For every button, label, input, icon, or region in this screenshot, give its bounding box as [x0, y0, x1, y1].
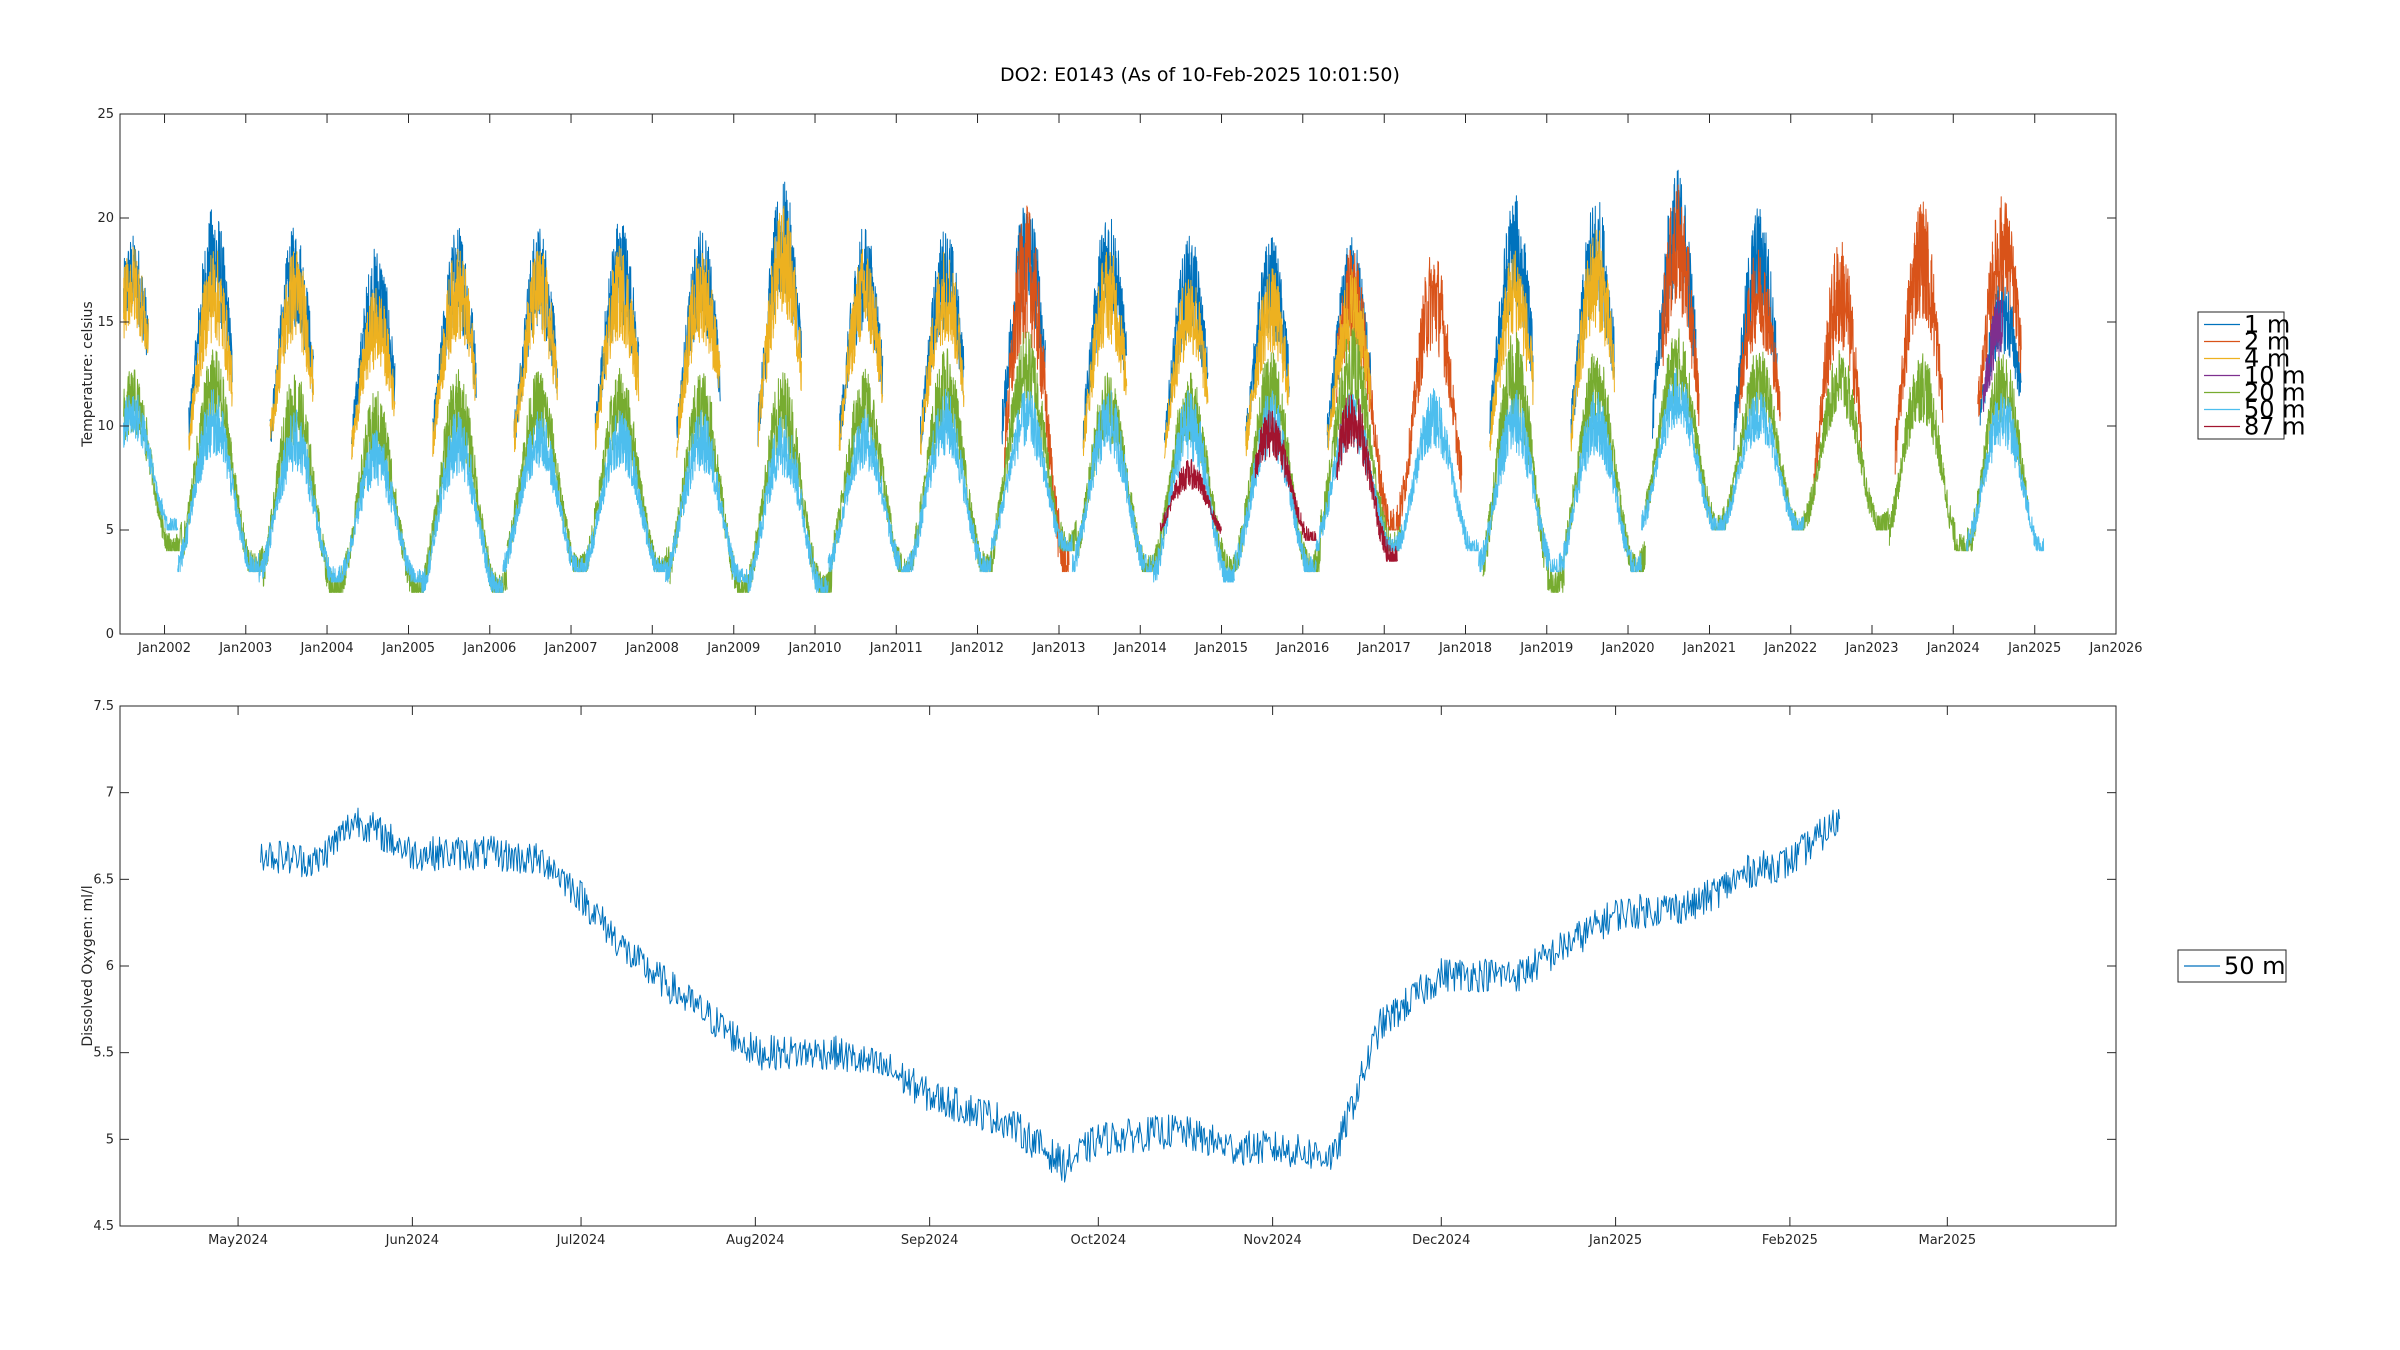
x-tick-label: Jan2010: [787, 641, 841, 656]
y-tick-label: 4.5: [93, 1219, 114, 1234]
x-tick-label: Jan2020: [1600, 641, 1654, 656]
y-tick-label: 5.5: [93, 1046, 114, 1061]
y-tick-label: 20: [97, 211, 114, 226]
x-tick-label: Jan2008: [625, 641, 679, 656]
x-tick-label: Jun2024: [385, 1233, 439, 1248]
legend: 50 m: [2177, 949, 2287, 983]
x-tick-label: Dec2024: [1412, 1233, 1470, 1248]
legend-label: 87 m: [2244, 413, 2306, 441]
y-tick-label: 5: [106, 523, 114, 538]
x-tick-label: May2024: [208, 1233, 268, 1248]
temperature-axes: 0 5 10 15 20 25 Jan2002 Jan2003 Jan2004 Jan2005 Ja…: [80, 107, 2306, 656]
y-tick-label: 10: [97, 419, 114, 434]
x-tick-label: Jan2009: [706, 641, 760, 656]
plot-area: [260, 807, 1841, 1183]
series-line-10m: [1982, 297, 2004, 412]
x-tick-label: Jan2019: [1519, 641, 1573, 656]
x-tick-label: Jan2025: [1588, 1233, 1642, 1248]
legend-label: 20 m: [2244, 379, 2306, 407]
x-tick-label: Jan2016: [1275, 641, 1329, 656]
x-tick-label: Jan2018: [1438, 641, 1492, 656]
plot-area: [123, 169, 2045, 593]
y-axis-label: Dissolved Oxygen: ml/l: [80, 885, 96, 1046]
series-line-50m: [123, 368, 2045, 593]
x-tick-label: Jan2023: [1844, 641, 1898, 656]
y-tick-label: 6.5: [93, 872, 114, 887]
oxygen-axes: 4.5 5 5.5 6 6.5 7 7.5 May2024 Jun2024 Jul2024 Aug2…: [80, 699, 2287, 1248]
legend-label: 50 m: [2244, 396, 2306, 424]
x-tick-label: Jan2013: [1031, 641, 1085, 656]
legend-label: 50 m: [2224, 952, 2286, 980]
x-tick-label: Sep2024: [901, 1233, 959, 1248]
x-tick-label: Jan2026: [2088, 641, 2142, 656]
legend-label: 2 m: [2244, 328, 2290, 356]
x-tick-label: Nov2024: [1243, 1233, 1301, 1248]
y-axis-label: Temperature: celsius: [80, 301, 96, 447]
figure-title: DO2: E0143 (As of 10-Feb-2025 10:01:50): [1000, 64, 1400, 86]
x-tick-label: Jan2007: [543, 641, 597, 656]
legend-label: 1 m: [2244, 311, 2290, 339]
x-tick-label: Jan2003: [218, 641, 272, 656]
y-tick-label: 7: [106, 786, 114, 801]
x-tick-label: Jan2004: [299, 641, 353, 656]
x-tick-label: Oct2024: [1071, 1233, 1127, 1248]
x-tick-label: Jan2014: [1113, 641, 1167, 656]
y-tick-label: 5: [106, 1132, 114, 1147]
x-tick-label: Jan2024: [1926, 641, 1980, 656]
x-tick-label: Feb2025: [1762, 1233, 1818, 1248]
series-line-4m: [123, 205, 1615, 460]
x-tick-label: Jul2024: [556, 1233, 606, 1248]
y-tick-label: 25: [97, 107, 114, 122]
x-tick-label: Jan2025: [2007, 641, 2061, 656]
x-tick-label: Aug2024: [726, 1233, 784, 1248]
x-tick-label: Jan2011: [869, 641, 923, 656]
x-tick-label: Mar2025: [1919, 1233, 1977, 1248]
series-line-87m: [1159, 394, 1398, 562]
x-tick-label: Jan2006: [462, 641, 516, 656]
y-tick-label: 15: [97, 315, 114, 330]
x-tick-label: Jan2005: [381, 641, 435, 656]
y-tick-label: 6: [106, 959, 114, 974]
x-tick-label: Jan2015: [1194, 641, 1248, 656]
axes-box: [119, 113, 2117, 635]
x-tick-label: Jan2021: [1682, 641, 1736, 656]
legend-label: 4 m: [2244, 345, 2290, 373]
x-tick-label: Jan2022: [1763, 641, 1817, 656]
x-tick-label: Jan2002: [137, 641, 191, 656]
x-tick-label: Jan2012: [950, 641, 1004, 656]
y-tick-label: 7.5: [93, 699, 114, 714]
axes-box: [119, 705, 2117, 1227]
legend-label: 10 m: [2244, 362, 2306, 390]
y-tick-label: 0: [106, 627, 114, 642]
legend: 1 m2 m4 m10 m20 m50 m87 m: [2197, 311, 2306, 441]
series-line-50m: [260, 807, 1841, 1183]
x-tick-label: Jan2017: [1357, 641, 1411, 656]
